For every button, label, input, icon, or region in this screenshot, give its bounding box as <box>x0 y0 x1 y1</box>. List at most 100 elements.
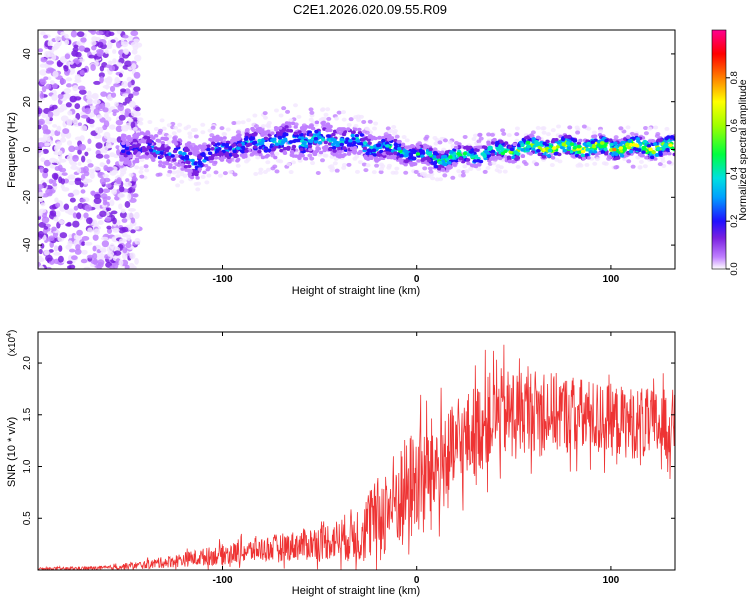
spectrogram-noise-cell <box>130 110 138 117</box>
spectrogram-noise-cell <box>66 118 73 126</box>
spectrogram-noise-cell <box>65 223 72 227</box>
spectrogram-band-cell <box>282 150 287 155</box>
spectrogram-band-cell <box>536 148 541 153</box>
spectrogram-noise-cell <box>45 83 52 90</box>
spectrogram-noise-cell <box>129 100 136 108</box>
spectrogram-band-cell <box>176 163 181 167</box>
spectrogram-noise-cell <box>99 210 107 218</box>
spectrogram-noise-cell <box>76 31 85 38</box>
spectrogram-halo-cell <box>235 163 241 168</box>
spectrogram-band-cell <box>242 152 248 157</box>
spectrogram-band-cell <box>344 140 349 145</box>
spectrogram-halo-cell <box>213 170 219 175</box>
spectrogram-halo-cell <box>554 157 560 162</box>
spectrogram-halo-cell <box>434 177 440 182</box>
spectrogram-halo-cell <box>491 161 497 166</box>
spectrogram-halo-cell <box>131 176 137 181</box>
spectrogram-band-cell <box>260 133 265 137</box>
spectrogram-noise-cell <box>127 188 133 194</box>
spectrogram-band-cell <box>466 161 471 166</box>
spectrogram-band-cell <box>297 130 302 134</box>
spectrogram-band-cell <box>355 139 361 143</box>
spectrogram-halo-cell <box>660 156 666 161</box>
spectrogram-noise-cell <box>51 179 57 184</box>
spectrogram-band-cell <box>327 147 333 152</box>
spectrogram-halo-cell <box>549 163 555 168</box>
spectrogram-halo-cell <box>219 126 225 131</box>
spectrogram-halo-cell <box>550 128 556 133</box>
spectrogram-axes: -100 0 100 -40 -20 0 20 40 <box>22 48 675 285</box>
spectrogram-band-cell <box>244 149 249 153</box>
spectrogram-halo-cell <box>243 159 249 164</box>
spectrogram-halo-cell <box>286 162 292 167</box>
spectrogram-band-cell <box>379 149 384 154</box>
spectrogram-band-cell <box>249 153 254 157</box>
spectrogram-halo-cell <box>413 169 419 174</box>
spectrogram-band-cell <box>666 135 671 139</box>
spectrogram-band-cell <box>282 132 288 136</box>
spectrogram-noise-cell <box>80 114 89 119</box>
spectrogram-noise-cell <box>72 212 78 219</box>
spectrogram-halo-cell <box>356 117 362 122</box>
spectrogram-noise-cell <box>39 79 47 85</box>
spectrogram-halo-cell <box>506 133 512 138</box>
spectrogram-noise-cell <box>74 74 81 81</box>
spectrogram-noise-cell <box>133 38 140 43</box>
spectrogram-band-cell <box>641 150 646 154</box>
snr-ytick-label: 1.5 <box>22 407 33 421</box>
spectrogram-noise-cell <box>86 254 94 259</box>
spectrogram-noise-cell <box>42 148 49 154</box>
spectrogram-noise-cell <box>80 189 86 194</box>
spectrogram-noise-cell <box>47 40 53 47</box>
spectrogram-band-cell <box>627 145 632 150</box>
spectrogram-band-cell <box>203 156 209 160</box>
spectrogram-noise-cell <box>124 200 131 208</box>
spectrogram-noise-cell <box>38 255 43 262</box>
spectrogram-halo-cell <box>476 139 482 144</box>
spectrogram-noise-cell <box>48 235 55 242</box>
spectrogram-xtick-label: -100 <box>212 274 232 285</box>
spectrogram-ylabel: Frequency (Hz) <box>6 112 18 188</box>
spectrogram-noise-cell <box>119 167 127 173</box>
spectrogram-band-cell <box>132 144 137 149</box>
spectrogram-noise-cell <box>85 94 93 100</box>
spectrogram-noise-cell <box>94 59 99 67</box>
spectrogram-band-cell <box>133 149 139 153</box>
spectrogram-halo-cell <box>643 131 649 136</box>
spectrogram-noise-cell <box>63 203 70 210</box>
spectrogram-band-cell <box>393 142 398 147</box>
spectrogram-noise-cell <box>55 210 61 218</box>
spectrogram-band-cell <box>619 153 625 158</box>
spectrogram-halo-cell <box>318 117 324 122</box>
spectrogram-halo-cell <box>482 169 488 174</box>
spectrogram-noise-cell <box>120 208 126 214</box>
spectrogram-halo-cell <box>462 164 468 169</box>
spectrogram-band-cell <box>586 156 591 160</box>
spectrogram-band-cell <box>153 134 159 138</box>
spectrogram-halo-cell <box>353 115 359 120</box>
spectrogram-halo-cell <box>575 130 581 135</box>
spectrogram-band-cell <box>451 161 457 166</box>
spectrogram-band-cell <box>578 138 583 143</box>
spectrogram-halo-cell <box>196 181 202 186</box>
spectrogram-band-cell <box>453 145 459 150</box>
spectrogram-band-cell <box>490 141 496 145</box>
spectrogram-halo-cell <box>361 119 367 124</box>
spectrogram-halo-cell <box>308 107 314 112</box>
spectrogram-halo-cell <box>664 126 670 131</box>
spectrogram-band-cell <box>323 140 328 145</box>
spectrogram-noise-cell <box>67 192 75 198</box>
spectrogram-band-cell <box>286 145 291 150</box>
spectrogram-band-cell <box>493 155 498 160</box>
spectrogram-halo-cell <box>186 124 192 129</box>
spectrogram-band-cell <box>172 137 177 142</box>
spectrogram-halo-cell <box>128 172 134 177</box>
spectrogram-noise-cell <box>113 83 121 87</box>
spectrogram-noise-cell <box>109 124 116 130</box>
spectrogram-noise-cell <box>98 187 104 194</box>
spectrogram-halo-cell <box>476 166 482 171</box>
spectrogram-band-cell <box>335 143 340 148</box>
spectrogram-band-cell <box>634 133 639 137</box>
spectrogram-band-cell <box>181 155 186 160</box>
spectrogram-noise-cell <box>97 259 105 266</box>
